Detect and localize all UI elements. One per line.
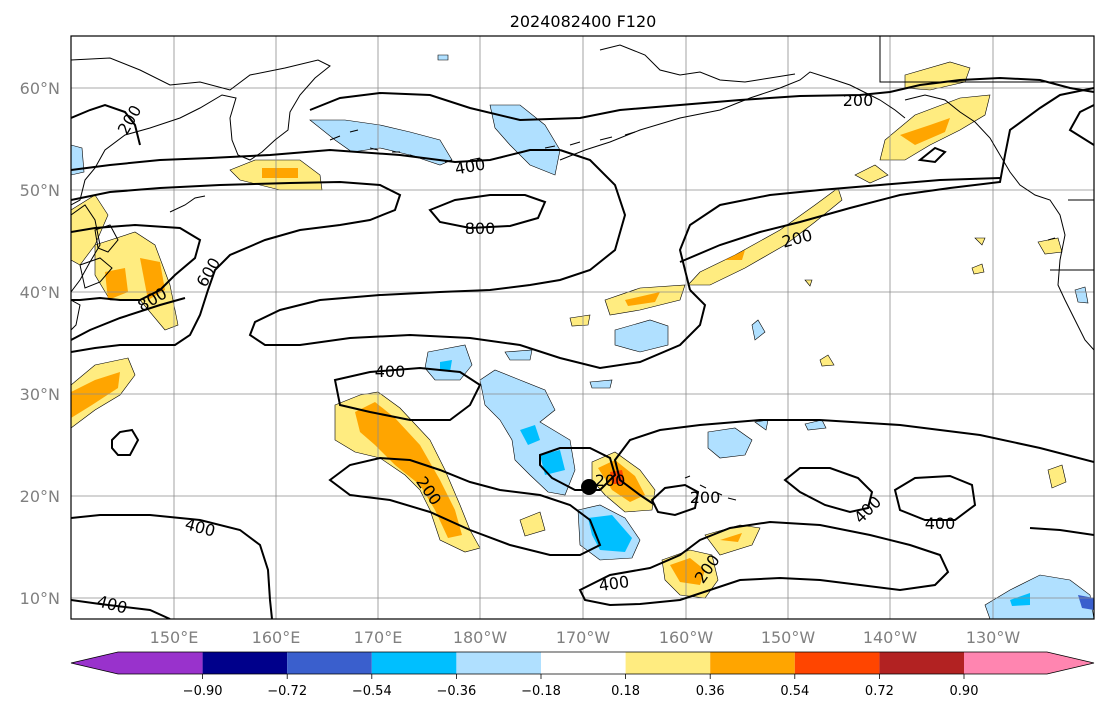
lon-label: 140°W bbox=[863, 628, 918, 647]
colorbar-extend-high bbox=[1047, 652, 1094, 674]
lon-label: 160°E bbox=[252, 628, 301, 647]
colorbar-tick: −0.36 bbox=[436, 684, 476, 699]
colorbar: −0.90 −0.72 −0.54 −0.36 −0.18 0.18 0.36 … bbox=[70, 651, 1095, 699]
colorbar-bin bbox=[964, 652, 1047, 674]
map-frame bbox=[70, 35, 1095, 620]
colorbar-tick: −0.18 bbox=[521, 684, 561, 699]
colorbar-bin bbox=[371, 652, 457, 674]
colorbar-bin bbox=[118, 652, 203, 674]
colorbar-bin bbox=[541, 652, 626, 674]
contour-label: 200 bbox=[595, 471, 626, 490]
longitude-labels: 150°E 160°E 170°E 180°W 170°W 160°W 150°… bbox=[150, 628, 1021, 647]
contour-label: 200 bbox=[690, 488, 721, 507]
colorbar-tick: −0.90 bbox=[183, 684, 223, 699]
lon-label: 170°W bbox=[556, 628, 611, 647]
map-panel: 200 200 200 200 200 200 400 400 400 400 … bbox=[70, 35, 1095, 620]
colorbar-bin bbox=[456, 652, 541, 674]
lat-label: 20°N bbox=[20, 487, 60, 506]
colorbar-bin bbox=[879, 652, 964, 674]
colorbar-bin bbox=[710, 652, 795, 674]
contour-label: 400 bbox=[597, 572, 630, 595]
lon-label: 130°W bbox=[966, 628, 1021, 647]
colorbar-tick: −0.72 bbox=[267, 684, 307, 699]
lat-label: 10°N bbox=[20, 589, 60, 608]
lon-label: 160°W bbox=[659, 628, 714, 647]
colorbar-extend-low bbox=[71, 652, 118, 674]
shaded-anomaly-fields bbox=[71, 54, 1094, 619]
colorbar-tick: −0.54 bbox=[352, 684, 392, 699]
contour-label: 400 bbox=[375, 362, 406, 381]
height-contours bbox=[71, 76, 1094, 619]
contour-label: 200 bbox=[843, 91, 874, 110]
colorbar-outline bbox=[70, 651, 1095, 675]
colorbar-tick: 0.72 bbox=[865, 684, 894, 699]
lat-label: 60°N bbox=[20, 79, 60, 98]
colorbar-bin bbox=[202, 652, 288, 674]
colorbar-bin bbox=[794, 652, 880, 674]
lat-label: 30°N bbox=[20, 385, 60, 404]
colorbar-bin bbox=[625, 652, 711, 674]
colorbar-tick: 0.36 bbox=[696, 684, 725, 699]
colorbar-tick: 0.18 bbox=[611, 684, 640, 699]
latitude-labels: 10°N 20°N 30°N 40°N 50°N 60°N bbox=[20, 79, 60, 608]
contour-label: 400 bbox=[925, 514, 956, 533]
colorbar-tick: 0.54 bbox=[780, 684, 809, 699]
storm-center-marker bbox=[581, 479, 597, 495]
lon-label: 180°W bbox=[453, 628, 508, 647]
lat-label: 40°N bbox=[20, 283, 60, 302]
lon-label: 170°E bbox=[354, 628, 403, 647]
lat-label: 50°N bbox=[20, 181, 60, 200]
colorbar-bin bbox=[287, 652, 372, 674]
map-title: 2024082400 F120 bbox=[510, 12, 657, 31]
colorbar-tick: 0.90 bbox=[950, 684, 979, 699]
map-gridlines bbox=[71, 36, 1094, 619]
contour-label: 800 bbox=[465, 219, 496, 238]
lon-label: 150°E bbox=[150, 628, 199, 647]
lon-label: 150°W bbox=[761, 628, 816, 647]
